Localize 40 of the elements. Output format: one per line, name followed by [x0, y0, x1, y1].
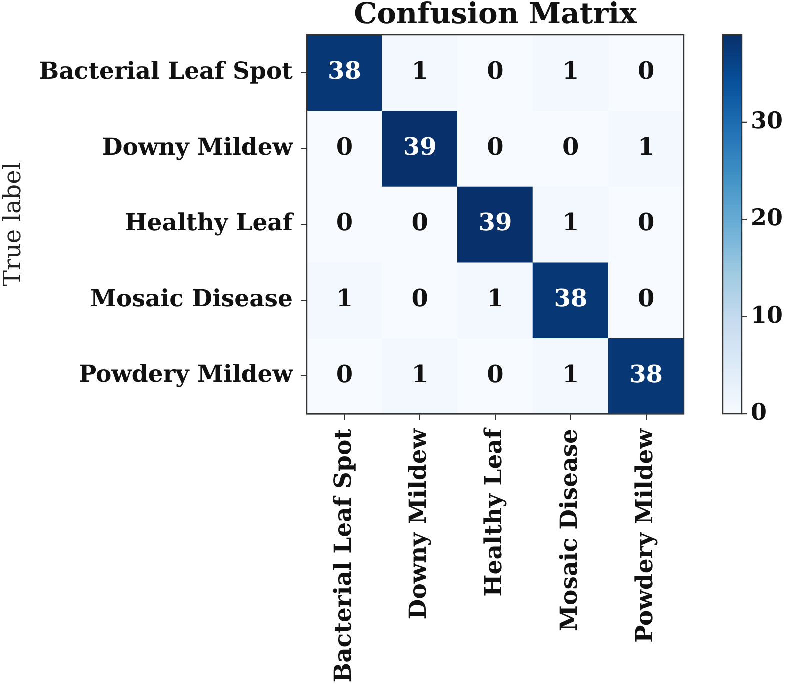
- x-tick-label: Downy Mildew: [404, 428, 432, 620]
- data-label: 1: [562, 208, 580, 237]
- data-label: 1: [562, 359, 580, 388]
- data-label: 1: [562, 56, 580, 86]
- y-tick-label: Powdery Mildew: [78, 360, 294, 388]
- x-tick-label: Healthy Leaf: [480, 427, 508, 597]
- data-label: 1: [336, 284, 354, 313]
- data-label: 0: [336, 132, 354, 161]
- color-bar-label: 30: [751, 107, 784, 134]
- data-label: 1: [412, 359, 428, 388]
- data-label: 1: [487, 284, 504, 313]
- data-label: 0: [487, 132, 504, 161]
- x-tick-label: Powdery Mildew: [630, 428, 658, 644]
- data-label: 0: [412, 208, 428, 237]
- y-tick-label: Downy Mildew: [102, 132, 294, 161]
- y-tick-label: Bacterial Leaf Spot: [39, 57, 294, 86]
- data-label: 0: [336, 359, 354, 388]
- data-label: 0: [412, 284, 428, 313]
- data-label: 0: [487, 359, 504, 388]
- data-label: 0: [638, 284, 655, 313]
- y-tick-label: Healthy Leaf: [125, 208, 295, 237]
- color-bar-label: 0: [751, 398, 768, 426]
- data-label: 0: [562, 132, 580, 161]
- data-label: 1: [412, 56, 428, 86]
- x-tick-label: Mosaic Disease: [555, 429, 584, 632]
- data-label: 39: [403, 132, 437, 161]
- data-label: 38: [630, 359, 664, 388]
- color-bar-label: 20: [751, 204, 784, 232]
- data-label: 1: [638, 132, 655, 161]
- data-label: 39: [478, 208, 512, 237]
- data-label: 38: [554, 284, 588, 313]
- chart-title: Confusion Matrix: [354, 0, 638, 31]
- data-label: 0: [336, 208, 354, 237]
- y-tick-label: Mosaic Disease: [90, 284, 293, 312]
- color-bar-label: 10: [751, 302, 784, 329]
- data-label: 38: [328, 56, 362, 86]
- y-axis-title: True label: [0, 162, 27, 286]
- data-label: 0: [487, 56, 504, 86]
- data-label: 0: [638, 56, 655, 86]
- data-label: 0: [638, 208, 655, 237]
